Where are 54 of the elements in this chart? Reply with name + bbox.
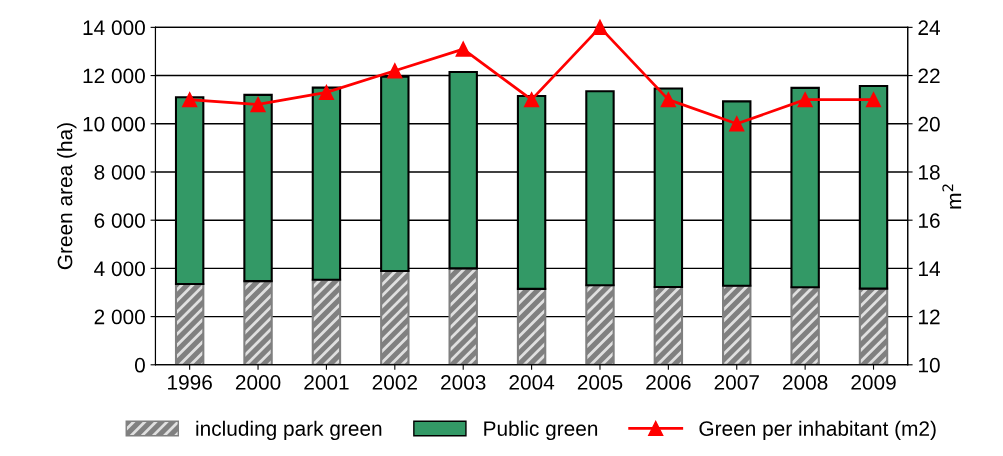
bar bbox=[516, 287, 547, 365]
x-tick-label: 2000 bbox=[235, 375, 281, 390]
x-tick-label: 2005 bbox=[577, 375, 623, 390]
bar bbox=[585, 284, 615, 365]
y-tick-label: 12 000 bbox=[83, 68, 145, 84]
y-tick-label: 6 000 bbox=[94, 213, 145, 228]
legend-label: including park green bbox=[196, 420, 382, 441]
y2-tick-label: 22 bbox=[918, 68, 940, 84]
x-tick-label: 1996 bbox=[168, 375, 212, 390]
point bbox=[250, 96, 266, 113]
y-tick-label: 10 000 bbox=[83, 116, 145, 132]
bar bbox=[653, 285, 684, 365]
x-tick-label: 2002 bbox=[372, 375, 417, 390]
point bbox=[455, 41, 471, 57]
y2-tick-label: 20 bbox=[918, 116, 940, 132]
y2-tick-label: 12 bbox=[919, 309, 940, 325]
point bbox=[729, 116, 745, 132]
bar bbox=[722, 284, 752, 365]
bar bbox=[243, 280, 273, 365]
legend-label: Green per inhabitant (m2) bbox=[699, 420, 936, 441]
bar bbox=[174, 283, 205, 365]
y-tick-label: 14 000 bbox=[83, 20, 145, 36]
y2-tick-label: 16 bbox=[919, 213, 940, 228]
bar bbox=[858, 287, 889, 365]
x-tick-label: 2001 bbox=[304, 375, 349, 390]
point bbox=[865, 92, 882, 108]
bar bbox=[311, 278, 342, 365]
x-tick-label: 2008 bbox=[783, 375, 828, 390]
y-axis-title: Green area (ha) bbox=[57, 123, 77, 270]
bar bbox=[790, 286, 820, 365]
y-tick-label: 0 bbox=[134, 357, 145, 373]
x-tick-label: 2009 bbox=[851, 375, 896, 390]
y-tick-label: 8 000 bbox=[94, 164, 145, 180]
bar bbox=[380, 270, 410, 365]
point bbox=[592, 19, 608, 35]
y2-tick-label: 10 bbox=[919, 357, 940, 373]
point bbox=[318, 84, 335, 101]
y-tick-label: 4 000 bbox=[94, 261, 145, 277]
point bbox=[387, 63, 403, 79]
x-tick-label: 2007 bbox=[714, 375, 759, 390]
x-tick-label: 2006 bbox=[646, 375, 691, 390]
legend-label: Public green bbox=[484, 420, 598, 441]
y2-tick-label: 18 bbox=[919, 164, 940, 180]
y2-tick-label: 14 bbox=[919, 261, 940, 276]
point bbox=[797, 92, 813, 108]
y-tick-label: 2 000 bbox=[94, 309, 145, 325]
y2-tick-label: 24 bbox=[918, 20, 940, 35]
y2-axis-title: m$^{2}$ bbox=[942, 184, 962, 209]
point bbox=[523, 92, 540, 108]
x-tick-label: 2004 bbox=[509, 375, 555, 390]
point bbox=[182, 92, 198, 108]
point bbox=[660, 92, 677, 108]
x-tick-label: 2003 bbox=[441, 375, 486, 390]
bar bbox=[448, 267, 478, 365]
